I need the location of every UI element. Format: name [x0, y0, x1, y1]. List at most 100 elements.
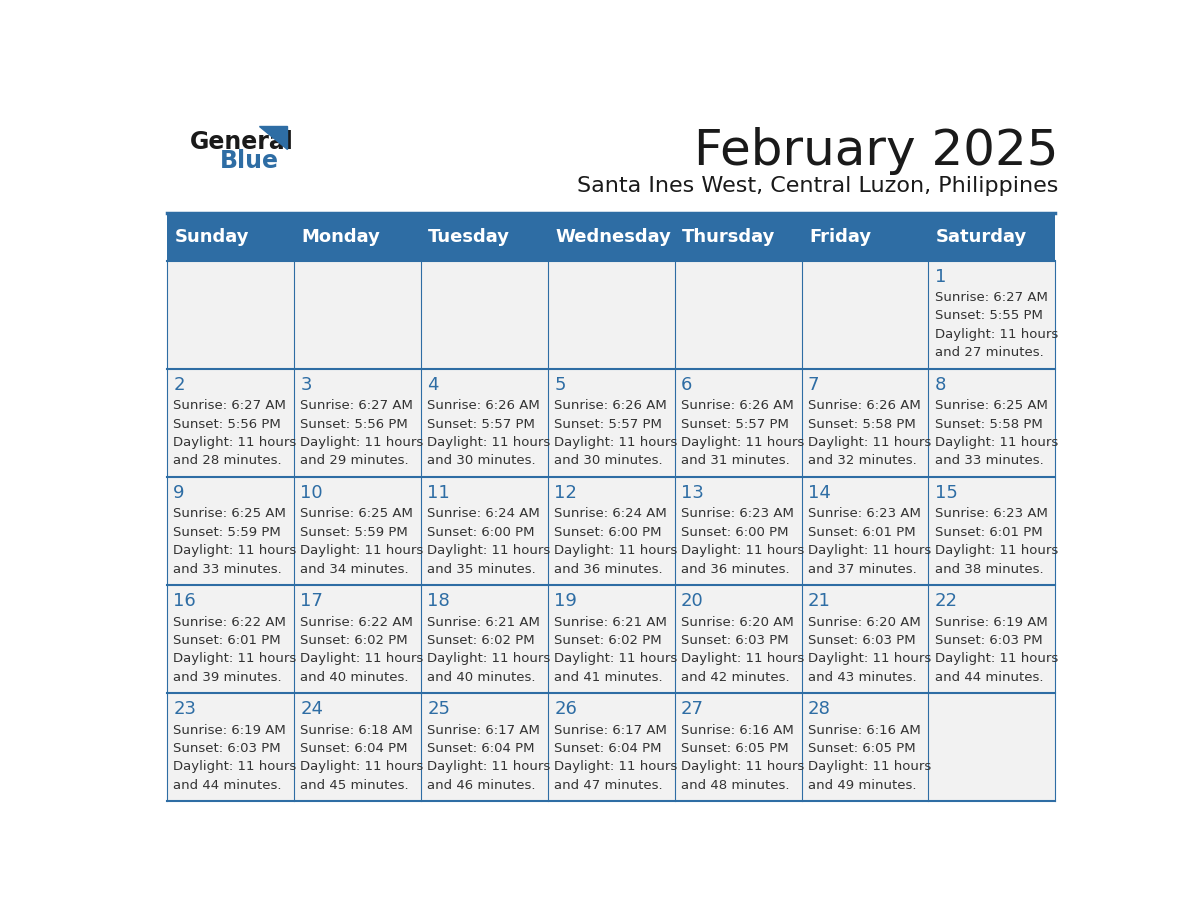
Text: and 28 minutes.: and 28 minutes.	[173, 454, 282, 467]
Text: Daylight: 11 hours: Daylight: 11 hours	[554, 436, 677, 449]
Text: Monday: Monday	[302, 228, 380, 246]
Text: 20: 20	[681, 592, 703, 610]
Text: 6: 6	[681, 376, 693, 394]
Text: and 48 minutes.: and 48 minutes.	[681, 778, 790, 792]
Text: Daylight: 11 hours: Daylight: 11 hours	[681, 436, 804, 449]
Text: Sunset: 5:59 PM: Sunset: 5:59 PM	[301, 526, 407, 539]
Text: and 41 minutes.: and 41 minutes.	[554, 671, 663, 684]
Text: and 46 minutes.: and 46 minutes.	[428, 778, 536, 792]
Text: Sunset: 6:03 PM: Sunset: 6:03 PM	[808, 634, 916, 647]
Polygon shape	[259, 127, 286, 149]
Text: Daylight: 11 hours: Daylight: 11 hours	[808, 760, 931, 774]
Text: Sunset: 6:02 PM: Sunset: 6:02 PM	[301, 634, 407, 647]
Text: Saturday: Saturday	[936, 228, 1028, 246]
Text: Sunrise: 6:27 AM: Sunrise: 6:27 AM	[301, 399, 413, 412]
Bar	[166, 213, 1055, 261]
Text: Sunset: 6:00 PM: Sunset: 6:00 PM	[554, 526, 662, 539]
Text: and 44 minutes.: and 44 minutes.	[935, 671, 1043, 684]
Text: Sunset: 6:03 PM: Sunset: 6:03 PM	[935, 634, 1043, 647]
Text: and 34 minutes.: and 34 minutes.	[301, 563, 409, 576]
Text: Daylight: 11 hours: Daylight: 11 hours	[681, 544, 804, 557]
Text: and 30 minutes.: and 30 minutes.	[554, 454, 663, 467]
Bar	[166, 693, 1055, 801]
Text: Daylight: 11 hours: Daylight: 11 hours	[935, 653, 1059, 666]
Text: Sunset: 6:02 PM: Sunset: 6:02 PM	[428, 634, 535, 647]
Text: 28: 28	[808, 700, 830, 719]
Text: Sunrise: 6:20 AM: Sunrise: 6:20 AM	[681, 616, 794, 629]
Text: Daylight: 11 hours: Daylight: 11 hours	[681, 653, 804, 666]
Text: Sunrise: 6:23 AM: Sunrise: 6:23 AM	[681, 508, 794, 521]
Text: Blue: Blue	[220, 149, 279, 174]
Text: and 29 minutes.: and 29 minutes.	[301, 454, 409, 467]
Text: Sunset: 5:56 PM: Sunset: 5:56 PM	[173, 418, 282, 431]
Text: Santa Ines West, Central Luzon, Philippines: Santa Ines West, Central Luzon, Philippi…	[577, 175, 1059, 196]
Text: 7: 7	[808, 376, 820, 394]
Text: Daylight: 11 hours: Daylight: 11 hours	[428, 760, 550, 774]
Text: and 33 minutes.: and 33 minutes.	[935, 454, 1044, 467]
Text: 13: 13	[681, 484, 704, 502]
Text: Sunset: 5:58 PM: Sunset: 5:58 PM	[808, 418, 916, 431]
Text: 26: 26	[554, 700, 577, 719]
Text: 8: 8	[935, 376, 947, 394]
Text: Wednesday: Wednesday	[555, 228, 671, 246]
Text: 24: 24	[301, 700, 323, 719]
Text: Sunset: 6:01 PM: Sunset: 6:01 PM	[808, 526, 916, 539]
Text: and 37 minutes.: and 37 minutes.	[808, 563, 917, 576]
Text: and 38 minutes.: and 38 minutes.	[935, 563, 1043, 576]
Text: Daylight: 11 hours: Daylight: 11 hours	[173, 653, 297, 666]
Text: Sunrise: 6:25 AM: Sunrise: 6:25 AM	[301, 508, 413, 521]
Text: and 40 minutes.: and 40 minutes.	[428, 671, 536, 684]
Text: Sunrise: 6:25 AM: Sunrise: 6:25 AM	[935, 399, 1048, 412]
Text: Sunset: 6:04 PM: Sunset: 6:04 PM	[554, 742, 662, 756]
Text: 15: 15	[935, 484, 958, 502]
Text: 3: 3	[301, 376, 311, 394]
Text: Sunrise: 6:17 AM: Sunrise: 6:17 AM	[554, 723, 666, 737]
Text: Sunset: 5:56 PM: Sunset: 5:56 PM	[301, 418, 407, 431]
Text: Daylight: 11 hours: Daylight: 11 hours	[301, 653, 424, 666]
Text: Daylight: 11 hours: Daylight: 11 hours	[428, 653, 550, 666]
Text: Sunset: 6:01 PM: Sunset: 6:01 PM	[173, 634, 282, 647]
Text: Sunrise: 6:16 AM: Sunrise: 6:16 AM	[808, 723, 921, 737]
Text: General: General	[190, 130, 293, 154]
Text: Daylight: 11 hours: Daylight: 11 hours	[681, 760, 804, 774]
Text: Sunset: 6:02 PM: Sunset: 6:02 PM	[554, 634, 662, 647]
Text: Sunrise: 6:18 AM: Sunrise: 6:18 AM	[301, 723, 413, 737]
Text: Sunrise: 6:19 AM: Sunrise: 6:19 AM	[173, 723, 286, 737]
Text: and 32 minutes.: and 32 minutes.	[808, 454, 917, 467]
Text: Sunset: 6:03 PM: Sunset: 6:03 PM	[173, 742, 282, 756]
Text: Sunset: 6:05 PM: Sunset: 6:05 PM	[808, 742, 916, 756]
Text: Sunrise: 6:22 AM: Sunrise: 6:22 AM	[173, 616, 286, 629]
Text: Sunrise: 6:21 AM: Sunrise: 6:21 AM	[428, 616, 541, 629]
Bar	[166, 585, 1055, 693]
Bar	[166, 477, 1055, 585]
Text: and 36 minutes.: and 36 minutes.	[554, 563, 663, 576]
Text: Sunrise: 6:17 AM: Sunrise: 6:17 AM	[428, 723, 541, 737]
Text: Sunset: 6:00 PM: Sunset: 6:00 PM	[681, 526, 789, 539]
Text: Daylight: 11 hours: Daylight: 11 hours	[808, 653, 931, 666]
Text: Daylight: 11 hours: Daylight: 11 hours	[173, 436, 297, 449]
Text: 14: 14	[808, 484, 830, 502]
Text: Sunrise: 6:23 AM: Sunrise: 6:23 AM	[808, 508, 921, 521]
Text: 5: 5	[554, 376, 565, 394]
Text: Daylight: 11 hours: Daylight: 11 hours	[428, 436, 550, 449]
Text: and 44 minutes.: and 44 minutes.	[173, 778, 282, 792]
Text: 2: 2	[173, 376, 185, 394]
Text: Sunrise: 6:27 AM: Sunrise: 6:27 AM	[935, 291, 1048, 304]
Text: Sunset: 5:59 PM: Sunset: 5:59 PM	[173, 526, 282, 539]
Text: and 30 minutes.: and 30 minutes.	[428, 454, 536, 467]
Text: Sunset: 6:03 PM: Sunset: 6:03 PM	[681, 634, 789, 647]
Text: and 49 minutes.: and 49 minutes.	[808, 778, 916, 792]
Text: Sunset: 5:57 PM: Sunset: 5:57 PM	[428, 418, 535, 431]
Text: Sunset: 5:57 PM: Sunset: 5:57 PM	[554, 418, 662, 431]
Text: Thursday: Thursday	[682, 228, 776, 246]
Text: Sunset: 5:55 PM: Sunset: 5:55 PM	[935, 309, 1043, 322]
Text: Friday: Friday	[809, 228, 871, 246]
Text: and 42 minutes.: and 42 minutes.	[681, 671, 790, 684]
Text: Daylight: 11 hours: Daylight: 11 hours	[428, 544, 550, 557]
Text: 10: 10	[301, 484, 323, 502]
Text: Daylight: 11 hours: Daylight: 11 hours	[935, 436, 1059, 449]
Text: 27: 27	[681, 700, 704, 719]
Text: 19: 19	[554, 592, 577, 610]
Text: and 40 minutes.: and 40 minutes.	[301, 671, 409, 684]
Text: 9: 9	[173, 484, 185, 502]
